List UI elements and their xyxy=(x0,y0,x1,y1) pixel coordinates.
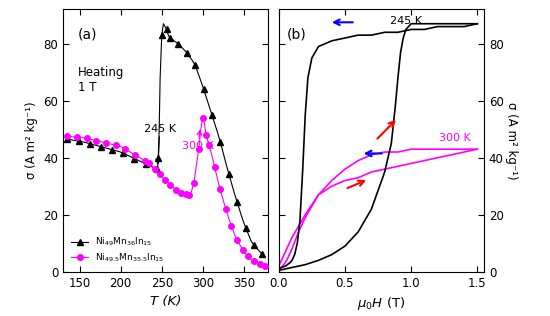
Text: (a): (a) xyxy=(78,28,97,42)
Legend: Ni$_{49}$Mn$_{36}$In$_{15}$, Ni$_{49.5}$Mn$_{35.5}$In$_{15}$: Ni$_{49}$Mn$_{36}$In$_{15}$, Ni$_{49.5}$… xyxy=(68,232,168,267)
Text: 300 K: 300 K xyxy=(182,131,214,151)
Text: 300 K: 300 K xyxy=(439,133,471,143)
Y-axis label: σ (A m² kg⁻¹): σ (A m² kg⁻¹) xyxy=(25,102,38,179)
X-axis label: $\mu_0 H$ (T): $\mu_0 H$ (T) xyxy=(358,295,405,312)
Text: 245 K: 245 K xyxy=(144,124,175,164)
Text: 245 K: 245 K xyxy=(390,16,422,26)
Text: Heating
1 T: Heating 1 T xyxy=(78,66,124,94)
Text: (b): (b) xyxy=(287,28,307,42)
Y-axis label: σ (A m² kg⁻¹): σ (A m² kg⁻¹) xyxy=(505,102,518,179)
X-axis label: T (K): T (K) xyxy=(150,295,182,308)
